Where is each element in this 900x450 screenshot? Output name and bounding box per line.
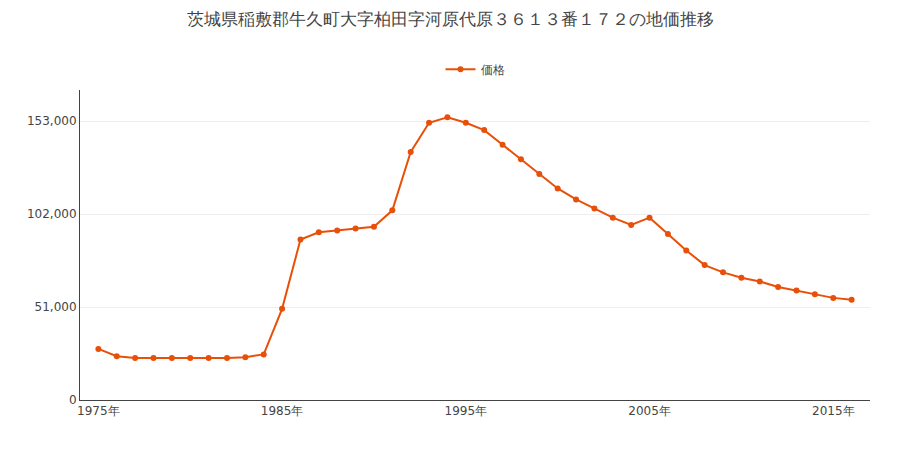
svg-text:1975年: 1975年 [77, 404, 120, 418]
svg-text:2005年: 2005年 [628, 404, 671, 418]
svg-text:茨城県稲敷郡牛久町大字柏田字河原代原３６１３番１７２の地価推: 茨城県稲敷郡牛久町大字柏田字河原代原３６１３番１７２の地価推移 [187, 9, 714, 29]
svg-text:1985年: 1985年 [261, 404, 304, 418]
svg-text:0: 0 [69, 393, 77, 407]
svg-text:102,000: 102,000 [27, 207, 77, 221]
svg-text:1995年: 1995年 [445, 404, 488, 418]
svg-text:価格: 価格 [481, 63, 505, 77]
svg-text:2015年: 2015年 [812, 404, 855, 418]
svg-text:153,000: 153,000 [27, 114, 77, 128]
svg-text:51,000: 51,000 [35, 300, 77, 314]
